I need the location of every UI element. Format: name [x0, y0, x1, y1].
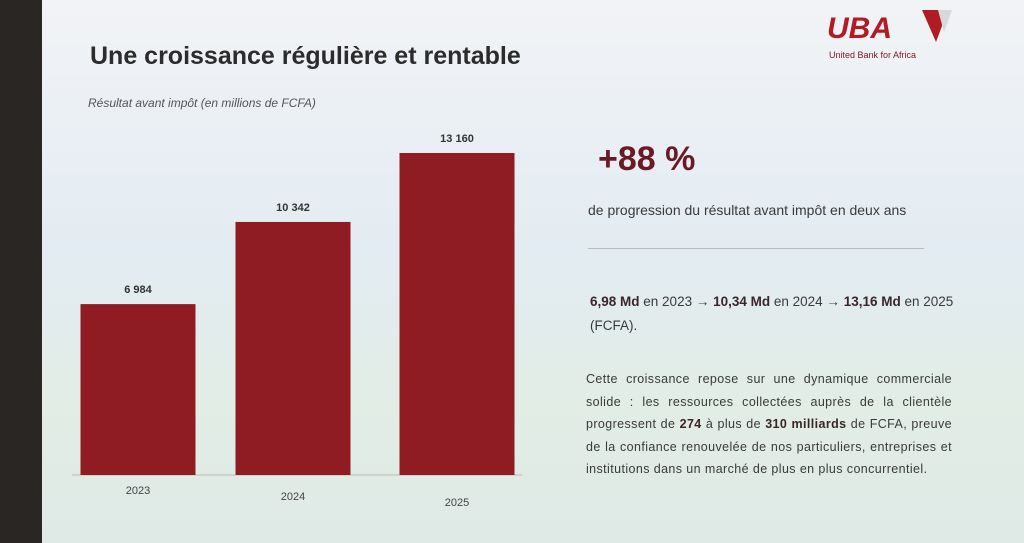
paragraph-text: de FCFA, preuve de la confiance renouvel…: [586, 417, 952, 476]
bar: [399, 153, 515, 475]
summary: 6,98 Md en 2023 → 10,34 Md en 2024 → 13,…: [590, 290, 970, 338]
summary-value: 10,34 Md: [713, 294, 771, 309]
logo-tagline: United Bank for Africa: [829, 50, 917, 60]
bar: [80, 304, 196, 475]
paragraph-value: 274: [679, 417, 702, 431]
highlight-figure: +88 %: [598, 140, 696, 178]
value-label: 10 342: [276, 202, 310, 214]
summary-text: en 2024 →: [770, 294, 844, 309]
logo-mark: [922, 10, 952, 42]
paragraph-text: Cette croissance repose sur une dynamiqu…: [586, 372, 952, 431]
summary-value: 6,98 Md: [590, 294, 640, 309]
summary-text: en 2023 →: [639, 294, 714, 309]
highlight-caption: de progression du résultat avant impôt e…: [588, 202, 907, 218]
paragraph-text: à plus de: [701, 417, 766, 431]
slide-title: Une croissance régulière et rentable: [90, 42, 521, 70]
divider: [588, 248, 924, 249]
paragraph: Cette croissance repose sur une dynamiqu…: [586, 368, 952, 481]
chart: 6 984 2023 10 342 2024 13 160 2025: [72, 133, 522, 509]
bar: [235, 221, 351, 475]
x-tick-label: 2025: [445, 497, 469, 509]
value-label: 6 984: [124, 284, 152, 296]
summary-value: 13,16 Md: [843, 294, 901, 309]
chart-subtitle: Résultat avant impôt (en millions de FCF…: [88, 96, 316, 110]
x-tick-label: 2023: [126, 485, 150, 497]
logo-name: UBA: [827, 12, 892, 45]
summary-text: en 2025 (FCFA).: [590, 294, 954, 333]
value-label: 13 160: [440, 133, 474, 145]
x-tick-label: 2024: [281, 491, 305, 503]
paragraph-value: 310 milliards: [765, 417, 847, 431]
slide: Une croissance régulière et rentable Rés…: [42, 0, 1024, 543]
